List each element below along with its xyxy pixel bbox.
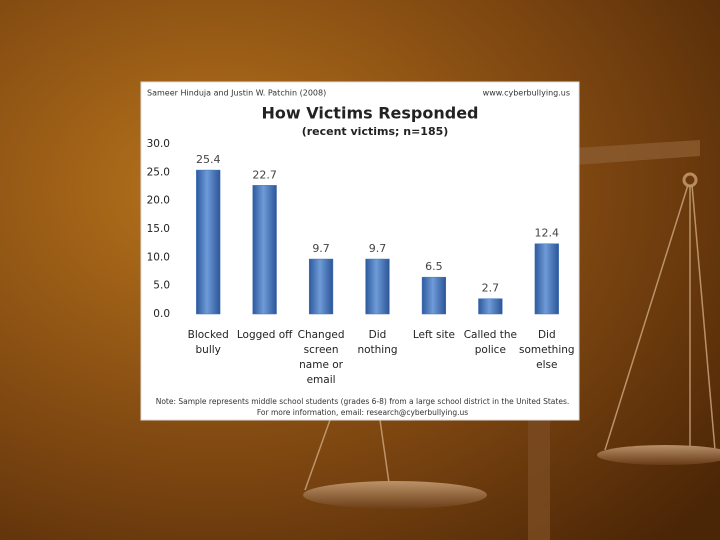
note: Note: Sample represents middle school st… [155, 397, 570, 417]
y-tick-label: 25.0 [147, 166, 170, 178]
bar [534, 243, 559, 315]
chart-subtitle: (recent victims; n=185) [302, 125, 449, 138]
bar [308, 258, 334, 315]
chart-title: How Victims Responded [262, 104, 479, 123]
x-tick-label: Did nothing [357, 329, 398, 356]
x-tick-label: Called the police [463, 329, 517, 356]
scales-decoration [303, 140, 720, 540]
bar [421, 276, 447, 315]
x-tick-label: Logged off [236, 329, 293, 341]
bar [196, 169, 221, 315]
value-label: 12.4 [535, 227, 560, 240]
bar [252, 185, 277, 315]
value-label: 9.7 [312, 242, 330, 255]
value-label: 6.5 [425, 260, 443, 273]
value-label: 2.7 [482, 282, 500, 295]
value-label: 9.7 [369, 242, 387, 255]
x-tick-label: Did something else [518, 329, 575, 371]
bar [365, 258, 390, 315]
y-tick-label: 30.0 [147, 138, 170, 150]
credit: www.cyberbullying.us [483, 89, 570, 98]
y-tick-label: 0.0 [153, 308, 170, 320]
y-tick-label: 10.0 [147, 251, 170, 263]
credit: Sameer Hinduja and Justin W. Patchin (20… [147, 89, 326, 98]
y-tick-label: 15.0 [147, 223, 170, 235]
x-tick-label: Blocked bully [187, 329, 229, 356]
y-tick-label: 20.0 [147, 195, 170, 207]
value-label: 25.4 [196, 153, 221, 166]
y-tick-label: 5.0 [153, 280, 170, 292]
value-label: 22.7 [252, 168, 277, 181]
x-tick-label: Left site [412, 329, 455, 341]
x-tick-label: Changed screen name or email [297, 329, 345, 386]
bar [478, 298, 503, 315]
